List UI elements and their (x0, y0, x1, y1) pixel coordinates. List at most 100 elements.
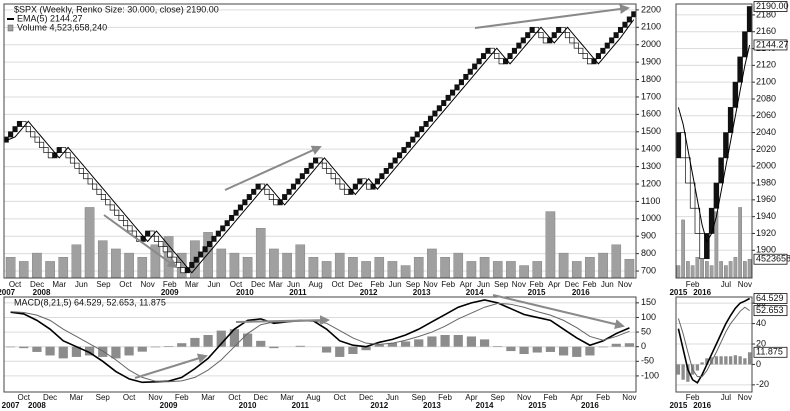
series-line (677, 44, 751, 244)
renko-brick (560, 26, 566, 33)
renko-brick (264, 188, 270, 195)
renko-brick (299, 173, 305, 180)
x-tick-label: Oct (334, 393, 347, 402)
renko-brick (87, 178, 93, 185)
x-tick-label: Oct (18, 393, 31, 402)
renko-brick (723, 132, 729, 159)
volume-bar (282, 252, 292, 279)
x-tick-label: Nov (423, 280, 437, 289)
renko-brick (198, 251, 204, 258)
value-tag: 64.529 (756, 293, 784, 303)
renko-brick (352, 183, 358, 190)
y-tick-label: -50 (641, 356, 654, 366)
x-year-label: 2013 (413, 288, 431, 297)
x-year-label: 2007 (0, 288, 16, 297)
volume-bar (466, 261, 477, 279)
y-tick-label: 2020 (756, 144, 776, 154)
volume-bar (413, 257, 424, 279)
volume-bar (229, 252, 240, 279)
renko-brick (685, 157, 691, 184)
histogram-bar (229, 329, 240, 347)
renko-brick (122, 220, 129, 227)
volume-bar (724, 265, 728, 279)
x-year-label: 2015 (669, 288, 687, 297)
renko-brick (617, 26, 624, 33)
x-tick-label: Oct (119, 280, 132, 289)
renko-brick (405, 141, 411, 148)
x-year-label: 2009 (161, 288, 179, 297)
x-tick-label: Apr (465, 393, 478, 402)
renko-brick (78, 167, 84, 174)
volume-bar (295, 244, 306, 279)
renko-brick (233, 209, 239, 216)
value-tag-box (753, 1, 788, 12)
renko-brick (626, 16, 632, 23)
x-tick-label: Feb (596, 393, 610, 402)
renko-brick (383, 167, 389, 174)
histogram-bar (98, 346, 108, 357)
renko-brick (419, 126, 425, 133)
renko-brick (622, 21, 628, 28)
trend-arrow (492, 294, 625, 330)
x-tick-label: Mar (280, 393, 294, 402)
renko-brick (34, 136, 40, 143)
x-tick-label: Nov (622, 393, 636, 402)
volume-bar (71, 244, 82, 279)
renko-brick (573, 42, 579, 49)
volume-bar (58, 257, 69, 279)
x-tick-label: Jul (721, 393, 731, 402)
x-tick-label: Jun (207, 280, 220, 289)
renko-brick (361, 178, 367, 185)
renko-brick (47, 152, 53, 159)
volume-bar (705, 261, 709, 279)
volume-bar (203, 232, 213, 279)
x-year-label: 2010 (236, 288, 254, 297)
volume-bar (676, 265, 681, 279)
volume-bar (400, 265, 411, 279)
renko-brick (114, 209, 120, 216)
renko-brick (229, 214, 235, 221)
mini-price-panel-frame (675, 3, 753, 279)
histogram-bar (532, 346, 542, 353)
volume-layer (5, 207, 752, 279)
price-panel-frame (3, 3, 637, 279)
x-tick-label: Dec (30, 280, 44, 289)
renko-brick (290, 183, 297, 190)
renko-brick (454, 84, 460, 91)
x-tick-label: Nov (141, 280, 155, 289)
renko-brick (551, 32, 557, 39)
histogram-bar (361, 346, 371, 351)
renko-brick (467, 68, 473, 75)
value-tag-box (753, 293, 788, 304)
renko-brick (206, 241, 213, 248)
x-year-label: 2015 (669, 401, 687, 410)
renko-brick (511, 47, 518, 54)
y-tick-label: 1000 (641, 213, 661, 223)
histogram-bar (714, 356, 719, 365)
histogram-bar (493, 346, 503, 347)
renko-brick (39, 141, 45, 148)
volume-bar (719, 261, 723, 279)
renko-brick (423, 120, 429, 127)
value-tag-box (753, 305, 788, 317)
renko-brick (689, 182, 696, 209)
volume-bar (334, 252, 345, 279)
y-tick-label: 800 (641, 248, 656, 258)
x-year-label: 2012 (370, 401, 388, 410)
renko-brick (326, 167, 332, 174)
renko-brick (162, 246, 168, 253)
renko-brick (516, 42, 522, 49)
x-tick-label: Feb (583, 280, 597, 289)
renko-brick (127, 225, 133, 232)
histogram-bar (506, 346, 516, 352)
renko-brick (613, 32, 619, 39)
renko-brick (737, 56, 743, 83)
histogram-bar (414, 339, 424, 347)
renko-brick (321, 162, 327, 169)
marks-layer (3, 6, 753, 384)
histogram-bar (32, 346, 42, 352)
renko-brick (69, 157, 76, 164)
